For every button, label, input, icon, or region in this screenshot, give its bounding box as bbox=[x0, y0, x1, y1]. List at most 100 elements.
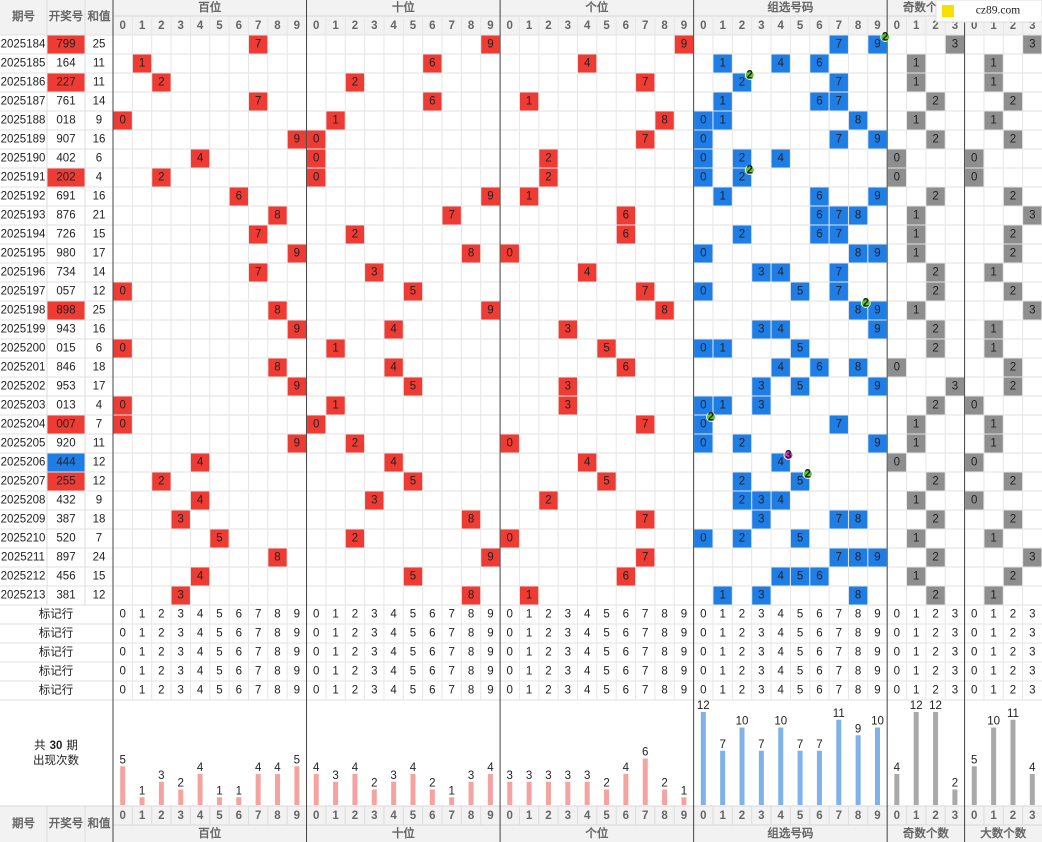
mark-digit: 1 bbox=[139, 628, 145, 640]
cell-digit: 4 bbox=[778, 153, 785, 165]
cell-digit: 4 bbox=[778, 495, 785, 507]
cell-digit: 7 bbox=[836, 134, 842, 146]
cell-mark bbox=[578, 54, 597, 73]
cell-mark bbox=[578, 453, 597, 472]
cell-mark bbox=[810, 92, 829, 111]
number-highlight bbox=[47, 73, 85, 92]
mark-digit: 0 bbox=[507, 628, 513, 640]
cell-digit: 3 bbox=[758, 495, 764, 507]
sum: 18 bbox=[93, 362, 106, 374]
mark-digit: 4 bbox=[197, 628, 204, 640]
mark-digit: 5 bbox=[410, 666, 416, 678]
cell-digit: 4 bbox=[778, 267, 785, 279]
cell-digit: 1 bbox=[913, 419, 919, 431]
column-digit: 0 bbox=[894, 20, 900, 32]
cell-digit: 2 bbox=[158, 77, 164, 89]
count-label: 2 bbox=[603, 778, 609, 790]
cell-digit: 2 bbox=[932, 134, 938, 146]
mark-digit: 3 bbox=[371, 666, 377, 678]
draw-number: 953 bbox=[56, 381, 75, 393]
watermark-box bbox=[935, 0, 1042, 23]
cell-mark bbox=[345, 529, 365, 548]
cell-mark bbox=[848, 111, 868, 130]
count-bar bbox=[429, 789, 435, 805]
cell-digit: 8 bbox=[274, 305, 280, 317]
mark-digit: 2 bbox=[932, 609, 938, 621]
cell-mark bbox=[829, 206, 848, 225]
count-label: 3 bbox=[545, 770, 551, 782]
mark-digit: 3 bbox=[952, 628, 958, 640]
cell-mark bbox=[597, 339, 616, 358]
sum: 18 bbox=[93, 514, 106, 526]
mark-digit: 3 bbox=[952, 609, 958, 621]
cell-mark bbox=[965, 149, 984, 168]
mark-digit: 3 bbox=[565, 666, 571, 678]
cell-digit: 7 bbox=[642, 77, 648, 89]
cell-mark bbox=[790, 529, 810, 548]
repeat-badge bbox=[783, 450, 794, 460]
column-digit: 0 bbox=[700, 20, 706, 32]
mark-digit: 9 bbox=[487, 647, 493, 659]
count-bar bbox=[584, 781, 590, 805]
cell-mark bbox=[268, 358, 287, 377]
cell-digit: 0 bbox=[119, 343, 125, 355]
cell-mark bbox=[558, 377, 577, 396]
column-digit: 7 bbox=[642, 20, 648, 32]
cell-mark bbox=[461, 586, 481, 605]
draw-number: 013 bbox=[56, 400, 75, 412]
column-digit: 1 bbox=[719, 20, 726, 32]
mark-digit: 2 bbox=[1010, 685, 1016, 697]
cell-mark bbox=[1003, 567, 1023, 586]
mark-digit: 5 bbox=[603, 609, 609, 621]
cell-digit: 2 bbox=[739, 153, 745, 165]
cell-mark bbox=[694, 529, 713, 548]
cell-mark bbox=[868, 301, 887, 320]
cell-digit: 0 bbox=[119, 400, 125, 412]
mark-digit: 6 bbox=[429, 666, 435, 678]
cell-digit: 1 bbox=[990, 590, 996, 602]
cell-digit: 3 bbox=[758, 267, 764, 279]
mark-digit: 3 bbox=[565, 647, 571, 659]
cell-digit: 5 bbox=[797, 476, 803, 488]
cell-mark bbox=[113, 415, 132, 434]
cell-digit: 7 bbox=[255, 39, 261, 51]
count-label: 3 bbox=[390, 770, 396, 782]
mark-digit: 2 bbox=[1010, 609, 1016, 621]
cell-digit: 0 bbox=[700, 248, 706, 260]
cell-mark bbox=[810, 206, 829, 225]
mark-digit: 0 bbox=[971, 666, 977, 678]
mark-digit: 6 bbox=[816, 685, 822, 697]
cell-digit: 4 bbox=[197, 153, 204, 165]
cell-mark bbox=[1023, 301, 1042, 320]
mark-digit: 2 bbox=[932, 647, 938, 659]
column-digit: 6 bbox=[816, 20, 822, 32]
count-label: 3 bbox=[526, 770, 532, 782]
header-bg bbox=[0, 0, 1042, 35]
draw-number: 456 bbox=[56, 571, 75, 583]
cell-digit: 4 bbox=[584, 457, 591, 469]
cell-mark bbox=[1023, 35, 1042, 54]
column-digit: 1 bbox=[526, 810, 533, 822]
cell-mark bbox=[461, 244, 481, 263]
mark-digit: 1 bbox=[332, 609, 338, 621]
mark-digit: 7 bbox=[642, 628, 648, 640]
cell-mark bbox=[519, 586, 539, 605]
cell-digit: 1 bbox=[526, 191, 532, 203]
mark-digit: 6 bbox=[816, 609, 822, 621]
period: 2025210 bbox=[1, 533, 46, 545]
column-digit: 8 bbox=[468, 20, 475, 32]
cell-mark bbox=[984, 263, 1003, 282]
mark-digit: 1 bbox=[332, 647, 338, 659]
cell-mark bbox=[500, 434, 519, 453]
count-label: 3 bbox=[158, 770, 164, 782]
count-label: 7 bbox=[797, 739, 803, 751]
cell-mark bbox=[790, 377, 810, 396]
cell-digit: 7 bbox=[836, 96, 842, 108]
count-label: 10 bbox=[736, 716, 749, 728]
repeat-count: 2 bbox=[746, 165, 752, 177]
mark-digit: 9 bbox=[487, 628, 493, 640]
column-digit: 3 bbox=[565, 810, 571, 822]
mark-digit: 8 bbox=[274, 666, 280, 678]
sum: 14 bbox=[93, 96, 106, 108]
